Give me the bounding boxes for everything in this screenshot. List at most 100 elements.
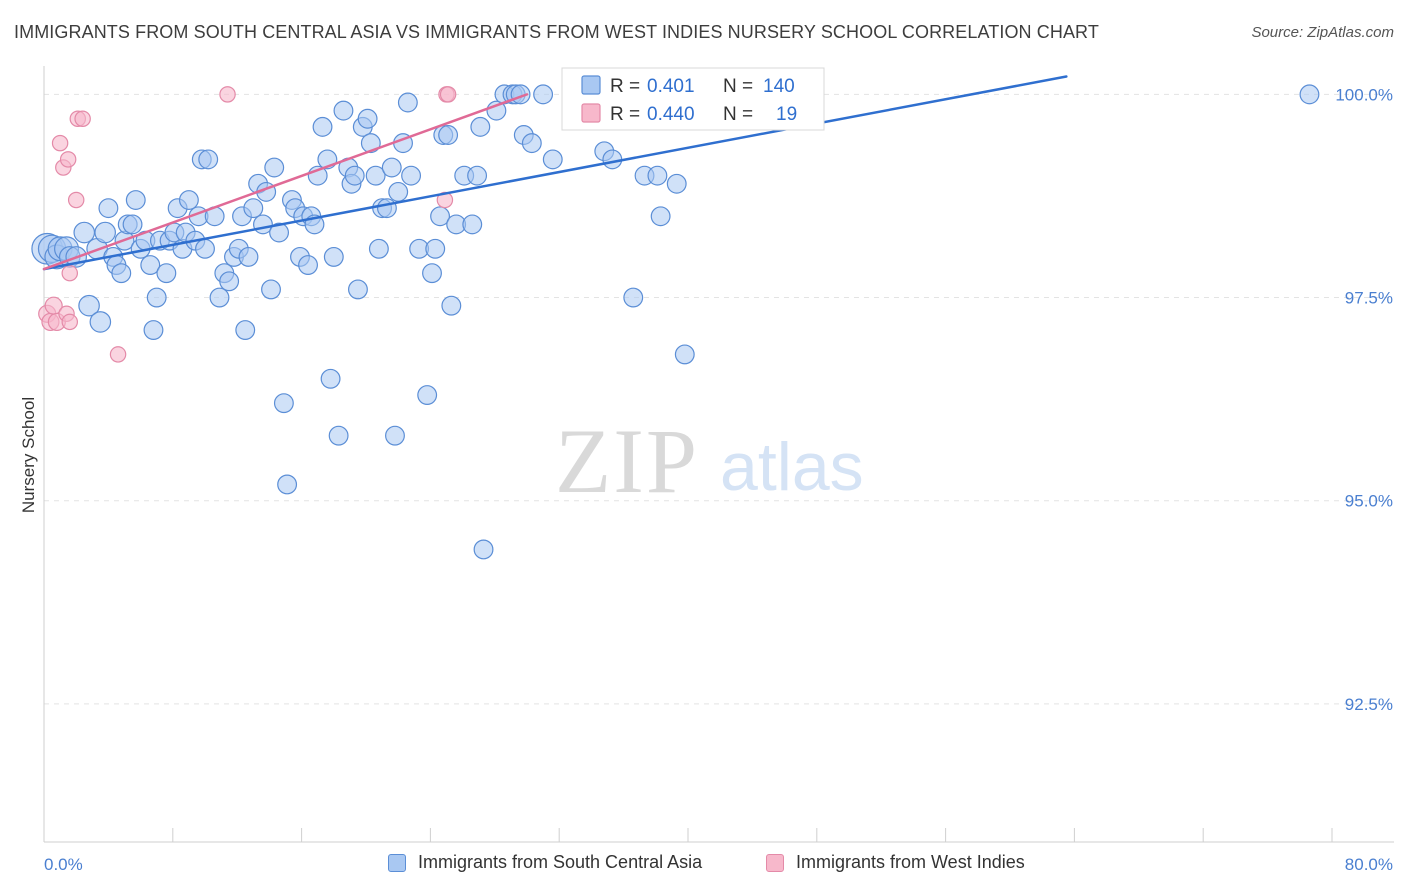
point-south-central-asia-113 [602,149,623,170]
point-south-central-asia-83 [388,181,409,202]
point-south-central-asia-24 [146,287,167,308]
point-south-central-asia-99 [470,116,491,137]
point-south-central-asia-90 [425,238,446,259]
point-south-central-asia-98 [467,165,488,186]
point-west-indies-14 [219,86,236,103]
y-tick-label-3: 92.5% [1345,695,1393,714]
stats-r-label-blue: R = [610,76,640,97]
point-south-central-asia-39 [209,287,230,308]
legend-item-south-central-asia[interactable]: Immigrants from South Central Asia [388,852,702,873]
point-south-central-asia-46 [238,246,259,267]
stats-n-value-blue: 140 [763,76,795,97]
point-south-central-asia-89 [422,263,442,284]
point-west-indies-7 [61,313,79,331]
point-south-central-asia-81 [381,157,402,178]
point-south-central-asia-116 [623,287,644,308]
point-south-central-asia-64 [312,116,333,137]
legend-label-south-central-asia: Immigrants from South Central Asia [418,852,703,872]
stats-n-label-blue: N = [723,76,753,97]
stats-legend: R = 0.401 N = 140 R = 0.440 N = 19 [561,67,825,131]
point-south-central-asia-52 [264,157,285,178]
source-credit: Source: ZipAtlas.com [1251,24,1394,41]
stats-n-value-pink: 19 [776,104,797,125]
point-south-central-asia-36 [195,238,215,259]
y-axis-label: Nursery School [19,397,38,513]
grid-layer [44,93,1394,705]
point-south-central-asia-23 [143,320,164,340]
point-south-central-asia-37 [198,149,219,170]
tick-labels: 100.0% 97.5% 95.0% 92.5% 0.0% 80.0% [44,85,1393,874]
point-south-central-asia-82 [385,425,405,446]
watermark-atlas: atlas [720,429,864,505]
point-south-central-asia-93 [438,125,459,145]
y-tick-label-2: 95.0% [1345,492,1393,511]
point-south-central-asia-85 [397,92,418,113]
point-south-central-asia-69 [333,100,354,121]
point-south-central-asia-60 [298,255,318,275]
point-south-central-asia-118 [647,165,668,186]
y-tick-label-0: 100.0% [1335,85,1393,104]
point-south-central-asia-67 [323,246,344,267]
point-south-central-asia-72 [344,165,365,186]
stats-r-label-pink: R = [610,104,640,125]
point-west-indies-16 [439,86,457,103]
point-south-central-asia-45 [235,320,256,340]
watermark: ZIP atlas [555,410,864,512]
point-south-central-asia-100 [473,539,494,560]
bottom-legend: Immigrants from South Central Asia Immig… [0,852,1406,878]
point-south-central-asia-54 [273,393,294,414]
point-south-central-asia-19 [125,190,146,210]
legend-swatch-blue [388,853,406,872]
axes-layer [43,66,1394,843]
stats-legend-box [561,67,825,131]
point-south-central-asia-41 [219,271,240,292]
trendlines [42,75,1068,271]
stats-swatch-blue [581,75,601,95]
point-south-central-asia-53 [269,222,290,243]
point-south-central-asia-73 [348,279,368,300]
trendline-south-central-asia [42,75,1068,271]
point-south-central-asia-22 [140,255,161,275]
trendline-west-indies [42,93,529,271]
point-south-central-asia-68 [328,425,349,446]
point-south-central-asia-123 [1299,84,1320,105]
point-south-central-asia-15 [111,263,132,284]
series-west-indies-points [38,86,597,363]
point-south-central-asia-55 [277,474,298,495]
point-south-central-asia-11 [94,221,116,244]
point-south-central-asia-121 [674,344,695,365]
point-south-central-asia-107 [521,133,542,154]
point-south-central-asia-108 [533,84,554,105]
point-south-central-asia-26 [156,263,177,284]
watermark-zip: ZIP [555,410,699,512]
point-south-central-asia-10 [89,311,112,333]
point-south-central-asia-97 [462,214,483,235]
point-south-central-asia-80 [376,198,397,219]
point-west-indies-13 [109,346,127,363]
point-south-central-asia-8 [78,294,100,317]
point-south-central-asia-75 [357,108,378,129]
point-south-central-asia-18 [122,214,143,235]
stats-swatch-pink [581,103,601,123]
point-south-central-asia-32 [178,190,199,210]
point-west-indies-10 [67,191,85,209]
point-south-central-asia-91 [430,206,451,227]
y-tick-label-1: 97.5% [1345,289,1393,308]
chart-title: IMMIGRANTS FROM SOUTH CENTRAL ASIA VS IM… [14,22,1099,42]
legend-item-west-indies[interactable]: Immigrants from West Indies [766,852,1025,873]
point-south-central-asia-77 [365,165,386,186]
point-south-central-asia-86 [401,165,422,186]
stats-n-label-pink: N = [723,104,753,125]
point-south-central-asia-76 [360,133,381,154]
point-west-indies-8 [59,151,77,168]
point-south-central-asia-47 [243,198,264,219]
point-west-indies-9 [61,264,79,282]
point-west-indies-4 [51,134,69,152]
point-south-central-asia-119 [650,206,671,227]
point-south-central-asia-109 [542,149,563,170]
x-tick-label-0: 0.0% [44,855,83,874]
point-south-central-asia-94 [441,295,462,316]
x-tick-label-1: 80.0% [1345,855,1393,874]
stats-r-value-pink: 0.440 [647,104,695,125]
